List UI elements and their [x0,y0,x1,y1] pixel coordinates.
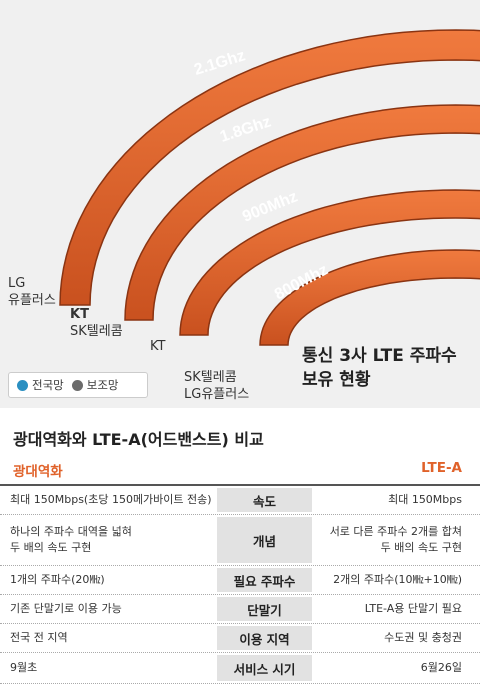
right-value: 2개의 주파수(10㎒+10㎒) [333,573,462,586]
owner-label-2-1ghz: LG 유플러스 [8,275,56,309]
left-value: 하나의 주파수 대역을 넓혀 두 배의 속도 구현 [10,525,132,554]
infographic-title: 통신 3사 LTE 주파수 보유 현황 [302,344,457,392]
owner-label-900mhz: KT [150,338,165,355]
table-row: 9월초 서비스 시기 6월26일 [0,653,480,684]
title-line-2: 보유 현황 [302,370,371,390]
row-label: 속도 [217,488,312,512]
nationwide-dot-icon [17,379,28,391]
owner-text: LG유플러스 [184,387,250,402]
right-column-header: LTE-A [421,460,462,476]
row-label: 서비스 시기 [217,655,312,681]
left-column-header: 광대역화 [13,464,63,480]
table-row: 1개의 주파수(20㎒) 필요 주파수 2개의 주파수(10㎒+10㎒) [0,566,480,595]
legend-nationwide: 전국망 [32,378,64,392]
frequency-arc-2 [179,189,480,336]
left-value: 1개의 주파수(20㎒) [10,573,105,586]
right-value: 최대 150Mbps [388,493,462,506]
comparison-title: 광대역화와 LTE-A(어드밴스트) 비교 [13,430,264,449]
right-value: 서로 다른 주파수 2개를 합쳐 두 배의 속도 구현 [329,525,462,554]
owner-label-1-8ghz: KT SK텔레콤 [70,306,123,340]
legend-auxiliary: 보조망 [86,378,119,392]
frequency-arc-3 [259,249,480,346]
comparison-table: 최대 150Mbps(초당 150메가바이트 전송) 속도 최대 150Mbps 하나… [0,484,480,684]
title-line-1: 통신 3사 LTE 주파수 [302,346,457,366]
left-value: 전국 전 지역 [10,631,68,644]
row-label: 개념 [217,517,312,563]
left-value: 기존 단말기로 이용 가능 [10,602,122,615]
owner-text: 유플러스 [8,293,56,308]
right-value: LTE-A용 단말기 필요 [364,602,462,615]
frequency-label: 1.8Ghz [218,113,273,145]
table-row: 기존 단말기로 이용 가능 단말기 LTE-A용 단말기 필요 [0,595,480,624]
owner-text: LG [8,276,26,291]
owner-text: SK텔레콤 [184,370,237,385]
table-row: 하나의 주파수 대역을 넓혀 두 배의 속도 구현 개념 서로 다른 주파수 2개를… [0,515,480,566]
owner-text: SK텔레콤 [70,324,123,339]
frequency-arc-1 [124,104,480,321]
auxiliary-dot-icon [71,379,83,391]
right-value: 6월26일 [420,661,462,674]
legend: 전국망 보조망 [8,372,148,398]
right-value: 수도권 및 충청권 [384,631,462,644]
row-label: 단말기 [217,597,312,621]
owner-text: KT [150,339,166,354]
frequency-infographic: 2.1Ghz 1.8Ghz 900Mhz 800Mhz LG 유플러스 KT SK텔레… [0,0,480,408]
owner-label-800mhz: SK텔레콤 LG유플러스 [184,369,249,403]
row-label: 필요 주파수 [217,568,312,592]
left-value: 최대 150Mbps(초당 150메가바이트 전송) [10,493,212,506]
frequency-arc-0 [59,29,480,306]
row-label: 이용 지역 [217,626,312,650]
table-row: 전국 전 지역 이용 지역 수도권 및 충청권 [0,624,480,653]
owner-text: KT [70,307,89,322]
table-row: 최대 150Mbps(초당 150메가바이트 전송) 속도 최대 150Mbps [0,486,480,515]
left-value: 9월초 [10,661,38,674]
